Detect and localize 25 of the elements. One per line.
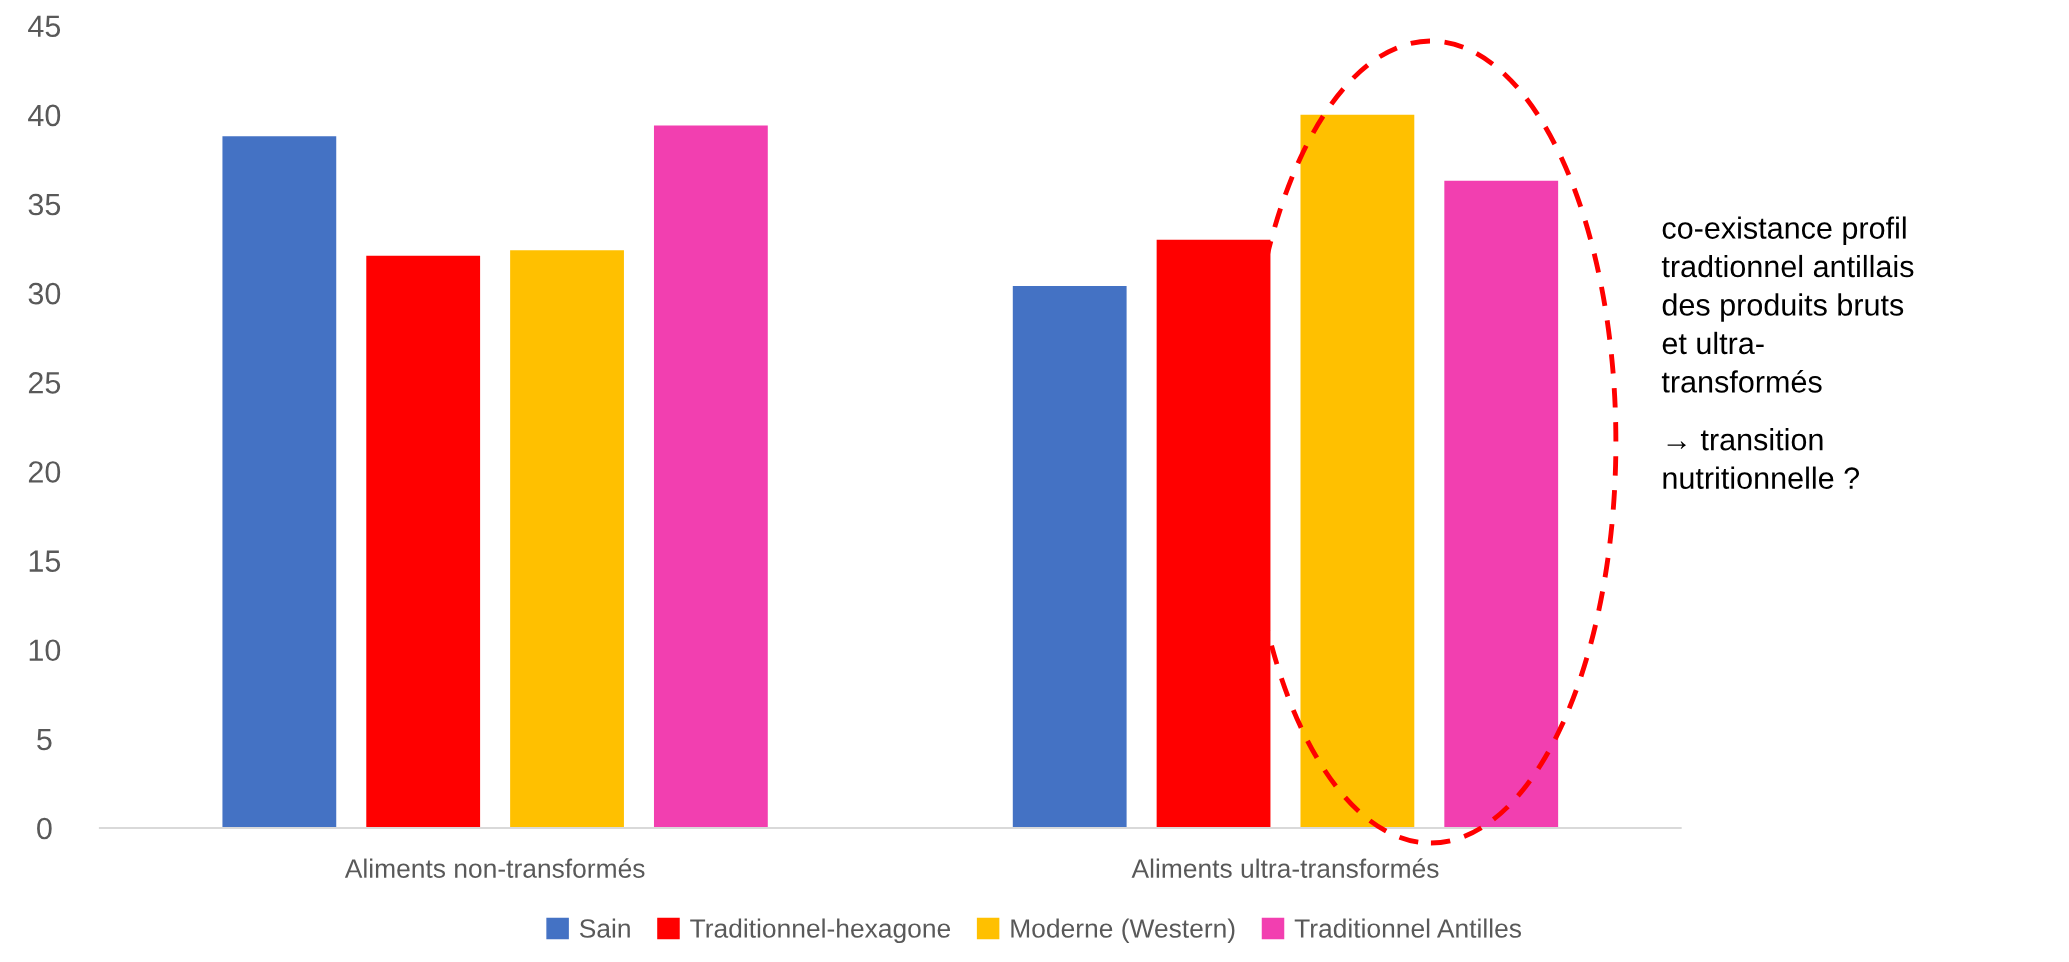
bar xyxy=(1012,285,1127,828)
bar xyxy=(222,136,337,828)
x-tick-label: Aliments non-transformés xyxy=(344,858,645,878)
x-tick-label: Aliments ultra-transformés xyxy=(1131,858,1439,878)
y-tick-label: 25 xyxy=(28,372,61,394)
bar xyxy=(1300,114,1415,828)
bar xyxy=(653,125,768,828)
y-tick-label: 30 xyxy=(28,282,61,305)
legend-label: Traditionnel-hexagone xyxy=(690,918,951,944)
y-tick-label: 40 xyxy=(28,104,61,127)
y-tick-label: 5 xyxy=(37,728,52,751)
legend-label: Sain xyxy=(579,918,630,938)
bar xyxy=(1444,180,1559,828)
y-tick-label: 10 xyxy=(29,639,61,662)
legend-label: Moderne (Western) xyxy=(1011,918,1235,944)
y-tick-label: 45 xyxy=(28,15,61,38)
bar xyxy=(510,250,624,828)
y-tick-label: 0 xyxy=(37,817,52,840)
legend-label: Traditionnel Antilles xyxy=(1294,918,1522,938)
bar xyxy=(366,255,481,828)
y-tick-label: 15 xyxy=(29,550,61,572)
annotation: → transition nutritionnelle ? xyxy=(1663,428,1860,489)
y-tick-label: 35 xyxy=(28,193,61,216)
annotation: co-existance profil tradtionnel antillais des produits bruts et ultra- transformés xyxy=(1661,216,1914,393)
y-tick-label: 20 xyxy=(28,461,61,483)
